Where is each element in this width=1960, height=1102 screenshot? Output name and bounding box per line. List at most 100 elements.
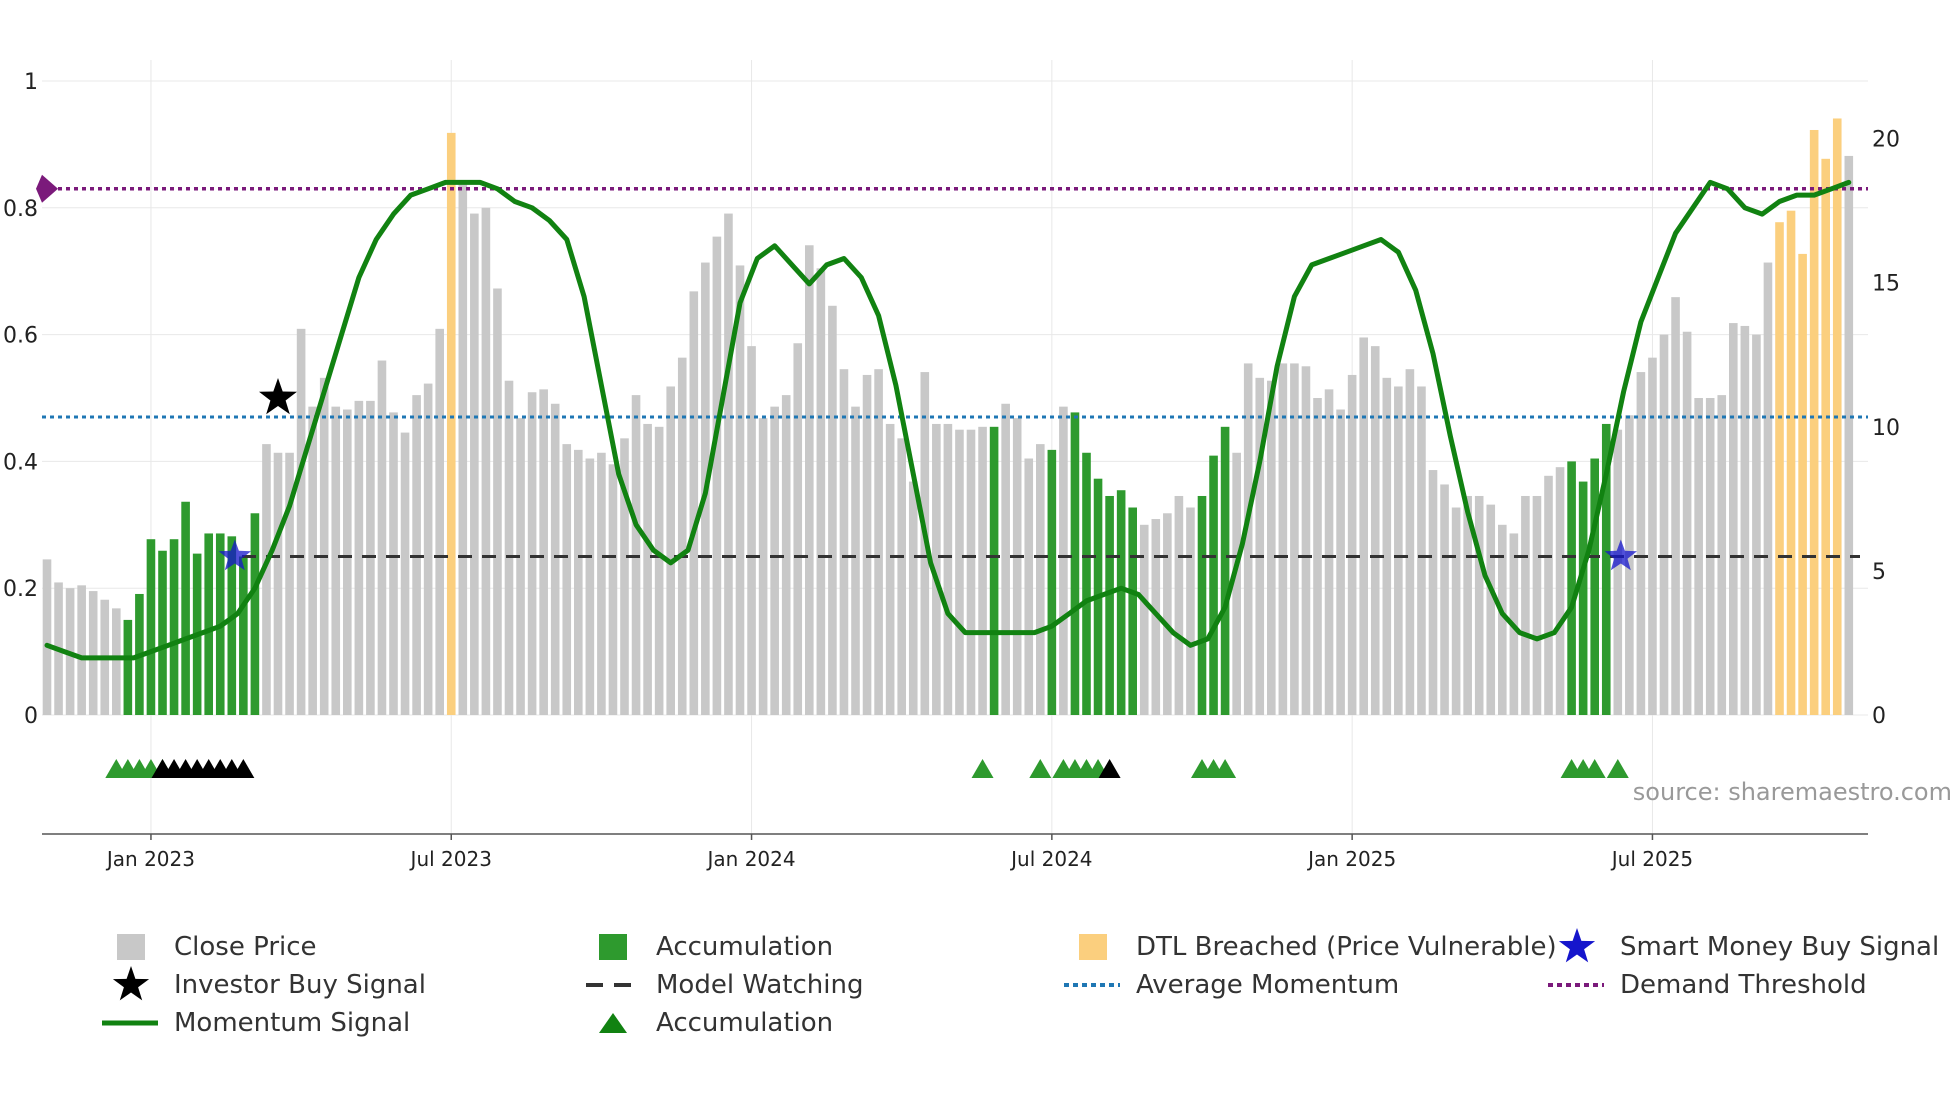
left-axis-tick-label: 0	[24, 704, 38, 729]
x-axis-tick-label: Jul 2024	[1009, 847, 1092, 871]
price-bar	[1521, 495, 1530, 715]
price-bar	[1729, 323, 1738, 715]
price-bar	[816, 268, 826, 715]
price-bar	[1740, 325, 1750, 715]
price-bar	[493, 288, 502, 715]
price-bar	[955, 429, 964, 715]
price-bar	[1059, 406, 1068, 715]
price-bar	[504, 380, 514, 715]
right-axis-tick-label: 0	[1872, 704, 1886, 729]
price-bar	[608, 464, 618, 715]
price-bar	[643, 423, 652, 715]
price-bar	[943, 423, 953, 715]
smart-money-buy-signal-star	[218, 539, 251, 571]
price-bar	[1636, 372, 1646, 715]
price-bar	[1267, 380, 1276, 715]
price-bar	[597, 452, 606, 715]
accumulation-bar	[158, 550, 167, 715]
price-bar	[758, 418, 768, 715]
accumulation-bar	[123, 619, 133, 715]
price-bar	[885, 423, 895, 715]
price-bar	[1359, 337, 1368, 715]
marker-row	[105, 759, 1629, 778]
price-bar	[770, 406, 779, 715]
price-bar	[1544, 475, 1553, 715]
price-bar	[88, 591, 98, 715]
price-bar	[1313, 398, 1322, 715]
price-bar	[1370, 346, 1380, 715]
price-bar	[516, 418, 525, 715]
price-bar	[1671, 297, 1680, 715]
left-axis-tick-label: 1	[24, 70, 38, 95]
price-bar	[1648, 357, 1657, 715]
accumulation-bar	[204, 533, 213, 715]
price-bar	[932, 423, 941, 715]
price-bar	[1347, 374, 1357, 715]
price-bar	[1036, 444, 1045, 715]
price-bar	[666, 386, 675, 715]
momentum-signal-line	[44, 179, 1852, 661]
accumulation-marker	[1583, 759, 1606, 778]
price-bar	[793, 343, 803, 715]
price-bar	[343, 409, 352, 715]
price-bar	[377, 360, 387, 715]
price-bar	[677, 357, 687, 715]
price-bar	[273, 452, 283, 715]
price-bar	[1278, 363, 1288, 715]
price-bar	[1024, 458, 1034, 715]
accumulation-bar	[169, 539, 179, 715]
price-bar	[42, 559, 52, 715]
price-bar	[735, 265, 745, 715]
price-bar	[1613, 429, 1623, 715]
price-bar	[1474, 495, 1484, 715]
price-bar	[620, 438, 629, 715]
price-bar	[1163, 513, 1172, 715]
price-bar	[1394, 386, 1403, 715]
smart-money-buy-signal-star	[1604, 539, 1637, 571]
price-bar	[319, 377, 329, 715]
price-bar	[1001, 403, 1010, 715]
price-bar	[1382, 377, 1392, 715]
price-bar	[862, 374, 872, 715]
price-bar	[1440, 484, 1449, 715]
price-bar	[689, 291, 699, 715]
demand-threshold-marker	[36, 174, 58, 203]
price-bar	[389, 412, 398, 715]
accumulation-bar	[1082, 452, 1091, 715]
price-bar	[1532, 495, 1542, 715]
source-label: source: sharemaestro.com	[1633, 778, 1952, 806]
price-bar	[1139, 524, 1149, 715]
price-bar	[1463, 495, 1472, 715]
price-bar	[562, 444, 572, 715]
dtl-breached-bar	[1798, 253, 1807, 715]
right-axis-tick-label: 20	[1872, 128, 1900, 153]
price-bar	[1844, 155, 1854, 716]
left-axis-tick-label: 0.2	[3, 577, 38, 602]
price-bar	[1428, 470, 1438, 715]
price-bar	[481, 207, 491, 716]
accumulation-bar	[1116, 490, 1126, 715]
price-bar	[331, 406, 341, 715]
price-bar	[435, 328, 444, 715]
price-bar	[1498, 524, 1507, 715]
x-axis-tick-label: Jan 2025	[1306, 847, 1396, 871]
price-bar	[585, 458, 595, 715]
price-bar	[839, 369, 849, 715]
price-bar	[1417, 386, 1426, 715]
accumulation-bar	[181, 501, 190, 715]
left-axis-tick-label: 0.4	[3, 450, 38, 475]
price-bar	[1486, 504, 1496, 715]
price-bar	[527, 392, 537, 715]
accumulation-bar	[1105, 495, 1114, 715]
dtl-breached-bar	[1821, 158, 1830, 716]
price-bar	[978, 426, 987, 715]
accumulation-bar	[1197, 495, 1207, 715]
accumulation-bar	[1128, 507, 1137, 715]
price-bar	[354, 400, 364, 715]
dtl-breached-bar	[446, 132, 456, 715]
accumulation-bar	[250, 513, 260, 715]
dtl-breached-bar	[1809, 129, 1819, 715]
price-bar	[1451, 507, 1461, 715]
